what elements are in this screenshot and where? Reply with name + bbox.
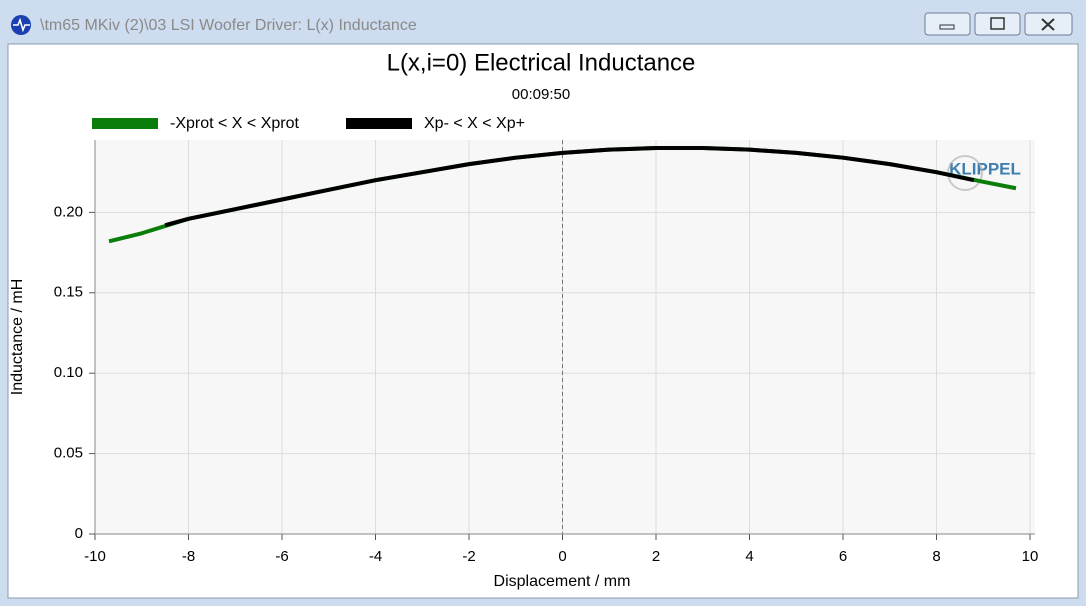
x-axis-label: Displacement / mm — [494, 573, 631, 590]
chart-subtitle: 00:09:50 — [512, 86, 570, 103]
legend-label: Xp- < X < Xp+ — [424, 115, 525, 132]
legend-swatch — [92, 118, 158, 129]
y-tick-label: 0.20 — [54, 203, 83, 220]
logo: KLIPPEL — [949, 159, 1021, 178]
y-tick-label: 0.15 — [54, 284, 83, 301]
x-tick-label: -4 — [369, 548, 382, 565]
x-tick-label: -10 — [84, 548, 106, 565]
close-button[interactable] — [1024, 12, 1073, 36]
app-icon-glyph — [13, 17, 30, 33]
maximize-button[interactable] — [974, 12, 1021, 36]
x-tick-label: 4 — [745, 548, 753, 565]
y-tick-label: 0 — [75, 525, 83, 542]
chart-title: L(x,i=0) Electrical Inductance — [387, 49, 696, 76]
series-line — [164, 146, 975, 228]
x-tick-label: -2 — [462, 548, 475, 565]
y-tick-label: 0.05 — [54, 445, 83, 462]
legend-swatch — [346, 118, 412, 129]
legend-label: -Xprot < X < Xprot — [170, 115, 300, 132]
x-tick-label: -6 — [275, 548, 288, 565]
plot-area — [95, 140, 1035, 534]
x-tick-label: 2 — [652, 548, 660, 565]
x-tick-label: 6 — [839, 548, 847, 565]
minimize-button[interactable] — [924, 12, 971, 36]
window-title: \tm65 MKiv (2)\03 LSI Woofer Driver: L(x… — [40, 17, 417, 34]
x-tick-label: 8 — [932, 548, 940, 565]
y-tick-label: 0.10 — [54, 364, 83, 381]
x-tick-label: -8 — [182, 548, 195, 565]
y-axis-label: Inductance / mH — [9, 279, 26, 396]
x-tick-label: 0 — [558, 548, 566, 565]
x-tick-label: 10 — [1022, 548, 1039, 565]
